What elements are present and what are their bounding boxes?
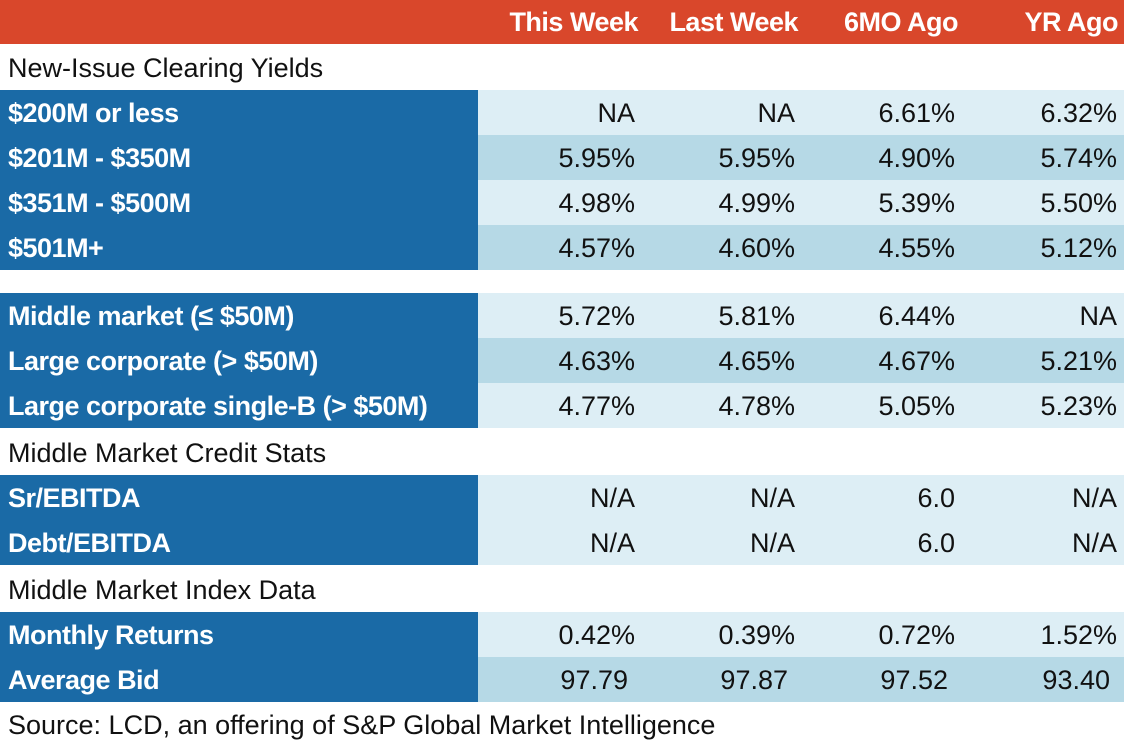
section-gap [0, 270, 1124, 288]
table-row: Middle market (≤ $50M) 5.72% 5.81% 6.44%… [0, 293, 1124, 338]
cell-last-week: N/A [749, 528, 795, 558]
table-row: Monthly Returns 0.42% 0.39% 0.72% 1.52% [0, 612, 1124, 657]
cell-last-week: 5.95% [718, 143, 795, 173]
cell-last-week: 0.39% [718, 620, 795, 650]
row-label: Large corporate (> $50M) [0, 338, 478, 383]
cell-yr-ago: 5.21% [1040, 346, 1117, 376]
cell-this-week: 4.98% [558, 188, 635, 218]
table-row: Large corporate (> $50M) 4.63% 4.65% 4.6… [0, 338, 1124, 383]
row-label: Debt/EBITDA [0, 520, 478, 565]
table-row: $351M - $500M 4.98% 4.99% 5.39% 5.50% [0, 180, 1124, 225]
table-row: Large corporate single-B (> $50M) 4.77% … [0, 383, 1124, 428]
row-label: $200M or less [0, 90, 478, 135]
row-label: Monthly Returns [0, 612, 478, 657]
cell-6mo-ago: 4.55% [878, 233, 955, 263]
cell-this-week: 0.42% [558, 620, 635, 650]
cell-6mo-ago: 5.39% [878, 188, 955, 218]
row-label: Sr/EBITDA [0, 475, 478, 520]
cell-yr-ago: N/A [1071, 528, 1117, 558]
table-row: $200M or less NA NA 6.61% 6.32% [0, 90, 1124, 135]
cell-yr-ago: 1.52% [1040, 620, 1117, 650]
row-label: $501M+ [0, 225, 478, 270]
table-row: $201M - $350M 5.95% 5.95% 4.90% 5.74% [0, 135, 1124, 180]
row-label: Middle market (≤ $50M) [0, 293, 478, 338]
cell-6mo-ago: 4.67% [878, 346, 955, 376]
section-title-middle-market-index-data: Middle Market Index Data [8, 575, 316, 605]
table-row: Average Bid 97.79 97.87 97.52 93.40 [0, 657, 1124, 702]
cell-yr-ago: 5.50% [1040, 188, 1117, 218]
cell-this-week: 97.79 [560, 665, 628, 695]
row-label: Large corporate single-B (> $50M) [0, 383, 478, 428]
cell-last-week: 4.65% [718, 346, 795, 376]
cell-6mo-ago: 6.0 [917, 528, 955, 558]
cell-last-week: 4.99% [718, 188, 795, 218]
column-header-6mo-ago: 6MO Ago [844, 7, 959, 37]
cell-last-week: 97.87 [720, 665, 788, 695]
column-header-yr-ago: YR Ago [1024, 7, 1119, 37]
cell-last-week: 4.60% [718, 233, 795, 263]
row-label: $201M - $350M [0, 135, 478, 180]
cell-this-week: 4.77% [558, 391, 635, 421]
cell-6mo-ago: 5.05% [878, 391, 955, 421]
cell-6mo-ago: 0.72% [878, 620, 955, 650]
cell-yr-ago: 93.40 [1042, 665, 1110, 695]
cell-yr-ago: N/A [1071, 483, 1117, 513]
cell-this-week: NA [597, 98, 635, 128]
cell-yr-ago: 5.23% [1040, 391, 1117, 421]
cell-yr-ago: 5.12% [1040, 233, 1117, 263]
cell-6mo-ago: 97.52 [880, 665, 948, 695]
cell-last-week: N/A [749, 483, 795, 513]
table-row: $501M+ 4.57% 4.60% 4.55% 5.12% [0, 225, 1124, 270]
cell-last-week: 4.78% [718, 391, 795, 421]
cell-6mo-ago: 6.61% [878, 98, 955, 128]
cell-yr-ago: 6.32% [1040, 98, 1117, 128]
cell-6mo-ago: 4.90% [878, 143, 955, 173]
cell-this-week: N/A [589, 528, 635, 558]
table-row: Sr/EBITDA N/A N/A 6.0 N/A [0, 475, 1124, 520]
cell-6mo-ago: 6.44% [878, 301, 955, 331]
cell-this-week: 4.57% [558, 233, 635, 263]
table-header: This Week Last Week 6MO Ago YR Ago [0, 0, 1124, 44]
cell-6mo-ago: 6.0 [917, 483, 955, 513]
cell-this-week: N/A [589, 483, 635, 513]
cell-yr-ago: NA [1079, 301, 1117, 331]
column-header-this-week: This Week [509, 7, 638, 37]
source-note: Source: LCD, an offering of S&P Global M… [8, 710, 716, 740]
section-title-middle-market-credit-stats: Middle Market Credit Stats [8, 438, 327, 468]
cell-last-week: NA [757, 98, 795, 128]
row-label: $351M - $500M [0, 180, 478, 225]
cell-this-week: 5.72% [558, 301, 635, 331]
table-row: Debt/EBITDA N/A N/A 6.0 N/A [0, 520, 1124, 565]
cell-this-week: 5.95% [558, 143, 635, 173]
cell-yr-ago: 5.74% [1040, 143, 1117, 173]
cell-this-week: 4.63% [558, 346, 635, 376]
row-label: Average Bid [0, 657, 478, 702]
section-title-new-issue-clearing-yields: New-Issue Clearing Yields [8, 53, 324, 83]
column-header-last-week: Last Week [669, 7, 798, 37]
cell-last-week: 5.81% [718, 301, 795, 331]
